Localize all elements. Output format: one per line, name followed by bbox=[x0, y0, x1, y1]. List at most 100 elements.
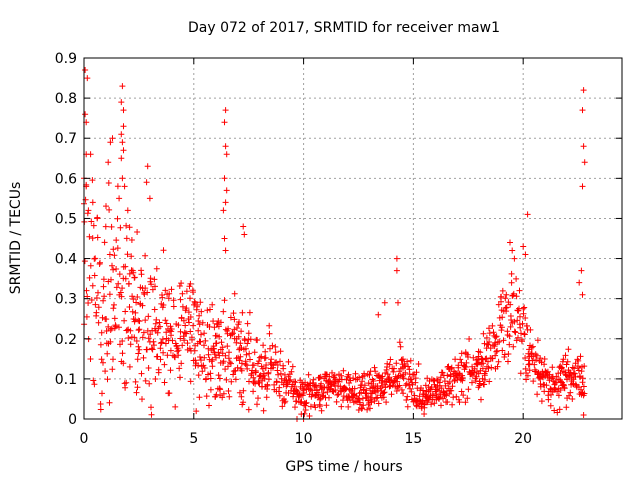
data-point bbox=[195, 372, 202, 379]
data-point bbox=[393, 255, 400, 262]
data-point bbox=[460, 392, 467, 399]
data-point bbox=[223, 151, 230, 158]
data-point bbox=[485, 365, 492, 372]
x-tick-label: 5 bbox=[189, 431, 198, 447]
data-point bbox=[281, 371, 288, 378]
data-point bbox=[334, 392, 341, 398]
data-point bbox=[581, 390, 588, 397]
data-point bbox=[198, 357, 204, 364]
data-point bbox=[524, 322, 530, 329]
data-point bbox=[277, 370, 284, 377]
data-point bbox=[111, 301, 117, 308]
data-point bbox=[148, 281, 155, 288]
data-point bbox=[498, 293, 505, 300]
data-point bbox=[222, 143, 229, 150]
data-point bbox=[216, 352, 223, 359]
data-point bbox=[547, 402, 554, 409]
data-point bbox=[121, 317, 128, 324]
data-point bbox=[258, 353, 265, 360]
data-point bbox=[225, 363, 231, 370]
data-point bbox=[364, 406, 371, 413]
axis-ticks bbox=[83, 57, 622, 420]
data-point bbox=[496, 338, 503, 345]
data-point bbox=[172, 403, 179, 410]
data-point bbox=[345, 403, 352, 410]
data-point bbox=[132, 378, 139, 385]
data-point bbox=[152, 283, 158, 290]
data-point bbox=[560, 356, 567, 363]
data-point bbox=[123, 235, 130, 242]
data-point bbox=[162, 287, 169, 294]
data-point bbox=[176, 365, 183, 372]
data-point bbox=[269, 342, 276, 349]
data-point bbox=[510, 292, 516, 299]
data-point bbox=[301, 410, 308, 417]
data-point bbox=[481, 381, 488, 388]
data-point bbox=[220, 358, 227, 365]
data-point bbox=[469, 379, 475, 386]
data-point bbox=[183, 305, 190, 312]
data-point bbox=[170, 297, 177, 304]
data-point bbox=[223, 376, 230, 383]
data-point bbox=[302, 400, 309, 407]
data-point bbox=[561, 385, 568, 392]
data-point bbox=[104, 376, 111, 383]
data-point bbox=[106, 291, 113, 298]
data-point bbox=[274, 367, 281, 374]
data-point bbox=[493, 333, 500, 340]
data-point bbox=[221, 119, 228, 126]
data-point bbox=[98, 356, 105, 363]
y-tick-label: 0.8 bbox=[55, 91, 77, 107]
data-point bbox=[234, 364, 241, 371]
data-point bbox=[119, 175, 126, 182]
data-point bbox=[145, 335, 152, 342]
data-point bbox=[209, 363, 216, 370]
data-point bbox=[182, 322, 189, 329]
data-point bbox=[572, 381, 579, 388]
data-point bbox=[355, 407, 362, 413]
data-point bbox=[136, 318, 143, 325]
data-point bbox=[189, 336, 195, 343]
data-point bbox=[245, 330, 252, 337]
data-point bbox=[196, 312, 203, 319]
data-point bbox=[555, 392, 562, 399]
data-point bbox=[142, 317, 149, 324]
data-point bbox=[279, 403, 286, 410]
data-point bbox=[213, 354, 219, 361]
data-point bbox=[479, 365, 486, 372]
data-point bbox=[465, 386, 472, 393]
data-point bbox=[113, 266, 120, 272]
data-point bbox=[528, 344, 535, 351]
data-point bbox=[255, 395, 261, 402]
data-point bbox=[125, 335, 132, 341]
x-tick-label: 15 bbox=[404, 431, 422, 447]
data-point bbox=[554, 409, 561, 416]
data-point bbox=[145, 313, 152, 320]
data-point bbox=[195, 362, 202, 369]
data-point bbox=[122, 308, 129, 315]
data-point bbox=[312, 404, 319, 411]
data-point bbox=[128, 237, 135, 243]
data-point bbox=[144, 289, 151, 296]
data-point bbox=[100, 283, 107, 290]
data-point bbox=[236, 319, 242, 325]
data-point bbox=[215, 323, 222, 330]
data-point bbox=[248, 370, 255, 377]
data-point bbox=[130, 296, 137, 303]
data-point bbox=[252, 380, 259, 387]
data-point bbox=[87, 262, 94, 269]
data-point bbox=[489, 322, 496, 329]
data-point bbox=[471, 365, 478, 372]
data-point bbox=[500, 337, 507, 344]
data-point bbox=[396, 339, 403, 346]
data-point bbox=[220, 390, 227, 397]
data-point bbox=[250, 362, 257, 369]
data-point bbox=[83, 313, 90, 320]
data-point bbox=[93, 309, 100, 316]
data-point bbox=[239, 309, 246, 316]
data-point bbox=[142, 252, 149, 259]
data-point bbox=[194, 303, 200, 310]
data-point bbox=[244, 365, 251, 372]
data-point bbox=[386, 361, 393, 368]
data-point bbox=[436, 394, 443, 401]
